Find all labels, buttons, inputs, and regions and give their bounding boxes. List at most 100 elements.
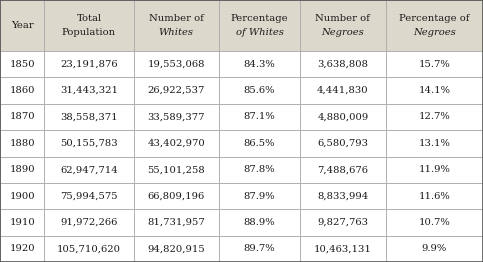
Text: 50,155,783: 50,155,783 xyxy=(60,139,118,148)
Text: 66,809,196: 66,809,196 xyxy=(148,192,205,201)
Bar xyxy=(300,130,385,157)
Text: 13.1%: 13.1% xyxy=(418,139,450,148)
Text: 1880: 1880 xyxy=(9,139,35,148)
Text: Number of: Number of xyxy=(315,14,370,23)
Text: 89.7%: 89.7% xyxy=(244,244,275,253)
Text: 94,820,915: 94,820,915 xyxy=(147,244,205,253)
Bar xyxy=(219,78,300,104)
Text: 105,710,620: 105,710,620 xyxy=(57,244,121,253)
Bar xyxy=(0,0,44,51)
Text: Percentage: Percentage xyxy=(231,14,288,23)
Bar xyxy=(134,130,219,157)
Text: 62,947,714: 62,947,714 xyxy=(60,165,118,174)
Text: 23,191,876: 23,191,876 xyxy=(60,60,118,69)
Bar xyxy=(0,236,44,262)
Text: 85.6%: 85.6% xyxy=(244,86,275,95)
Bar xyxy=(44,78,134,104)
Text: 84.3%: 84.3% xyxy=(244,60,275,69)
Text: 4,441,830: 4,441,830 xyxy=(317,86,369,95)
Text: 8,833,994: 8,833,994 xyxy=(317,192,369,201)
Text: 1860: 1860 xyxy=(10,86,35,95)
Bar xyxy=(134,0,219,51)
Bar xyxy=(134,209,219,236)
Text: 31,443,321: 31,443,321 xyxy=(60,86,118,95)
Text: 33,589,377: 33,589,377 xyxy=(148,112,205,122)
Text: 1920: 1920 xyxy=(9,244,35,253)
Bar xyxy=(44,209,134,236)
Bar xyxy=(385,236,483,262)
Text: 19,553,068: 19,553,068 xyxy=(148,60,205,69)
Bar xyxy=(219,236,300,262)
Bar xyxy=(219,51,300,78)
Text: Negroes: Negroes xyxy=(413,28,455,37)
Bar xyxy=(219,0,300,51)
Text: 9,827,763: 9,827,763 xyxy=(317,218,369,227)
Text: 43,402,970: 43,402,970 xyxy=(147,139,205,148)
Text: 55,101,258: 55,101,258 xyxy=(147,165,205,174)
Text: 1850: 1850 xyxy=(9,60,35,69)
Text: Negroes: Negroes xyxy=(322,28,364,37)
Text: 4,880,009: 4,880,009 xyxy=(317,112,369,122)
Text: 10,463,131: 10,463,131 xyxy=(314,244,372,253)
Bar xyxy=(219,157,300,183)
Bar xyxy=(300,78,385,104)
Bar xyxy=(134,157,219,183)
Text: 6,580,793: 6,580,793 xyxy=(317,139,369,148)
Bar xyxy=(219,209,300,236)
Text: 1890: 1890 xyxy=(9,165,35,174)
Text: 12.7%: 12.7% xyxy=(418,112,450,122)
Bar xyxy=(300,157,385,183)
Bar xyxy=(44,130,134,157)
Text: 1870: 1870 xyxy=(9,112,35,122)
Text: Year: Year xyxy=(11,21,33,30)
Bar xyxy=(134,236,219,262)
Bar xyxy=(44,183,134,209)
Bar xyxy=(219,130,300,157)
Bar xyxy=(0,130,44,157)
Text: 1900: 1900 xyxy=(9,192,35,201)
Text: 1910: 1910 xyxy=(9,218,35,227)
Text: 26,922,537: 26,922,537 xyxy=(148,86,205,95)
Text: 9.9%: 9.9% xyxy=(422,244,447,253)
Bar xyxy=(385,51,483,78)
Bar xyxy=(300,183,385,209)
Bar xyxy=(44,157,134,183)
Text: 11.9%: 11.9% xyxy=(418,165,450,174)
Text: 38,558,371: 38,558,371 xyxy=(60,112,118,122)
Bar xyxy=(219,183,300,209)
Text: 11.6%: 11.6% xyxy=(418,192,450,201)
Bar xyxy=(0,209,44,236)
Text: 87.9%: 87.9% xyxy=(244,192,275,201)
Text: 7,488,676: 7,488,676 xyxy=(317,165,369,174)
Bar xyxy=(44,104,134,130)
Text: Number of: Number of xyxy=(149,14,204,23)
Bar xyxy=(300,209,385,236)
Text: 87.1%: 87.1% xyxy=(244,112,275,122)
Bar xyxy=(300,0,385,51)
Bar xyxy=(385,209,483,236)
Bar xyxy=(134,183,219,209)
Text: 10.7%: 10.7% xyxy=(418,218,450,227)
Bar xyxy=(134,78,219,104)
Text: Population: Population xyxy=(62,28,116,37)
Text: Whites: Whites xyxy=(159,28,194,37)
Bar xyxy=(385,0,483,51)
Text: 75,994,575: 75,994,575 xyxy=(60,192,118,201)
Bar xyxy=(300,51,385,78)
Bar xyxy=(134,51,219,78)
Bar xyxy=(44,0,134,51)
Text: 88.9%: 88.9% xyxy=(244,218,275,227)
Text: Total: Total xyxy=(76,14,101,23)
Bar xyxy=(0,51,44,78)
Text: 15.7%: 15.7% xyxy=(418,60,450,69)
Bar xyxy=(300,236,385,262)
Bar xyxy=(0,183,44,209)
Bar xyxy=(385,183,483,209)
Text: Percentage of: Percentage of xyxy=(399,14,469,23)
Text: 91,972,266: 91,972,266 xyxy=(60,218,118,227)
Bar xyxy=(385,78,483,104)
Bar xyxy=(44,236,134,262)
Bar xyxy=(385,157,483,183)
Bar xyxy=(44,51,134,78)
Bar xyxy=(300,104,385,130)
